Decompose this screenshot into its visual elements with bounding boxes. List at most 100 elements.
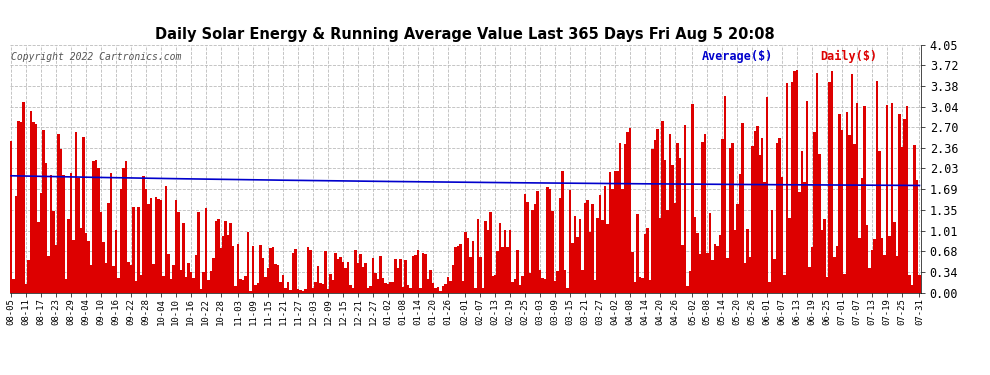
Bar bbox=[751, 146, 753, 292]
Bar bbox=[207, 279, 210, 292]
Bar bbox=[676, 143, 679, 292]
Bar bbox=[122, 168, 125, 292]
Bar bbox=[529, 273, 532, 292]
Bar bbox=[38, 222, 40, 292]
Bar bbox=[783, 276, 786, 292]
Bar bbox=[427, 279, 429, 292]
Bar bbox=[666, 210, 668, 292]
Bar bbox=[412, 256, 414, 292]
Bar bbox=[614, 171, 616, 292]
Bar bbox=[681, 245, 684, 292]
Bar bbox=[481, 288, 484, 292]
Bar bbox=[801, 151, 804, 292]
Bar bbox=[809, 267, 811, 292]
Bar bbox=[354, 250, 356, 292]
Bar bbox=[437, 287, 440, 292]
Bar bbox=[888, 236, 891, 292]
Bar bbox=[768, 282, 771, 292]
Bar bbox=[414, 255, 417, 292]
Bar bbox=[187, 262, 189, 292]
Bar bbox=[714, 243, 716, 292]
Bar bbox=[332, 280, 335, 292]
Bar bbox=[107, 203, 110, 292]
Bar bbox=[100, 213, 102, 292]
Bar bbox=[773, 259, 776, 292]
Bar bbox=[52, 211, 54, 292]
Bar bbox=[307, 247, 309, 292]
Bar bbox=[382, 278, 384, 292]
Bar bbox=[302, 291, 304, 292]
Bar bbox=[262, 258, 264, 292]
Bar bbox=[878, 151, 881, 292]
Bar bbox=[192, 278, 195, 292]
Bar bbox=[729, 148, 731, 292]
Bar bbox=[274, 264, 277, 292]
Bar bbox=[346, 262, 349, 292]
Bar bbox=[264, 277, 267, 292]
Bar bbox=[15, 196, 18, 292]
Bar bbox=[184, 277, 187, 292]
Bar bbox=[72, 240, 75, 292]
Bar bbox=[75, 132, 77, 292]
Bar bbox=[267, 268, 269, 292]
Bar bbox=[527, 202, 529, 292]
Bar bbox=[337, 259, 340, 292]
Bar bbox=[397, 268, 399, 292]
Bar bbox=[245, 276, 247, 292]
Bar bbox=[392, 282, 394, 292]
Bar bbox=[778, 138, 781, 292]
Bar bbox=[135, 281, 138, 292]
Bar bbox=[771, 210, 773, 292]
Bar bbox=[327, 289, 330, 292]
Bar bbox=[45, 164, 48, 292]
Bar bbox=[843, 274, 845, 292]
Bar bbox=[701, 142, 704, 292]
Bar bbox=[210, 271, 212, 292]
Bar bbox=[599, 195, 601, 292]
Bar bbox=[200, 290, 202, 292]
Bar bbox=[658, 218, 661, 292]
Bar bbox=[90, 265, 92, 292]
Bar bbox=[893, 222, 896, 292]
Bar bbox=[756, 126, 758, 292]
Bar bbox=[82, 137, 85, 292]
Bar bbox=[445, 284, 446, 292]
Bar bbox=[622, 189, 624, 292]
Bar bbox=[18, 121, 20, 292]
Bar bbox=[394, 260, 397, 292]
Bar bbox=[853, 144, 855, 292]
Bar bbox=[512, 282, 514, 292]
Bar bbox=[389, 282, 392, 292]
Bar bbox=[409, 288, 412, 292]
Bar bbox=[322, 284, 325, 292]
Bar bbox=[162, 276, 164, 292]
Bar bbox=[120, 189, 122, 292]
Bar bbox=[696, 234, 699, 292]
Bar bbox=[387, 284, 389, 292]
Bar bbox=[417, 250, 419, 292]
Bar bbox=[312, 288, 315, 292]
Bar bbox=[23, 102, 25, 292]
Bar bbox=[841, 130, 843, 292]
Bar bbox=[821, 230, 824, 292]
Bar bbox=[325, 251, 327, 292]
Bar bbox=[407, 285, 409, 292]
Bar bbox=[479, 257, 481, 292]
Bar bbox=[776, 143, 778, 292]
Bar bbox=[611, 189, 614, 292]
Bar bbox=[504, 231, 507, 292]
Bar bbox=[653, 140, 656, 292]
Bar bbox=[819, 154, 821, 292]
Bar bbox=[743, 262, 746, 292]
Bar bbox=[50, 175, 52, 292]
Bar bbox=[891, 103, 893, 292]
Bar bbox=[294, 249, 297, 292]
Bar bbox=[272, 247, 274, 292]
Bar bbox=[632, 252, 634, 292]
Bar bbox=[247, 232, 249, 292]
Bar bbox=[569, 190, 571, 292]
Bar bbox=[349, 285, 351, 292]
Bar bbox=[20, 122, 23, 292]
Bar bbox=[197, 212, 200, 292]
Bar bbox=[77, 178, 80, 292]
